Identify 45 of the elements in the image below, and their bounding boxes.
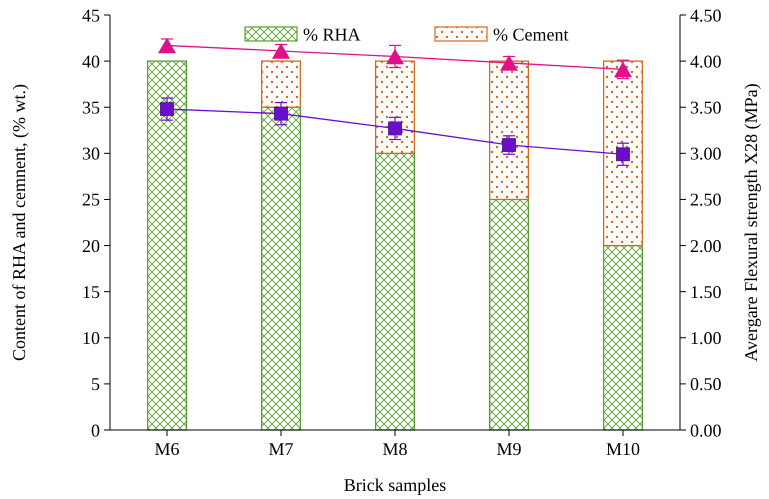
point	[274, 106, 288, 121]
bar	[260, 60, 302, 108]
y-tick-label: 15	[82, 282, 100, 302]
point	[160, 102, 174, 116]
y2-tick-label: 0.50	[690, 374, 722, 394]
bar	[374, 60, 416, 154]
y-tick-label: 10	[82, 328, 100, 348]
y2-tick-label: 4.50	[690, 5, 722, 26]
bar	[374, 152, 416, 431]
y-tick-label: 35	[82, 98, 100, 118]
y2-tick-label: 3.00	[690, 144, 722, 164]
x-tick-label: M7	[268, 439, 294, 459]
y2-axis-title: Avergare Flexural strength X28 (MPa)	[741, 83, 761, 362]
point	[386, 48, 404, 64]
y-tick-label: 40	[82, 51, 100, 72]
y-tick-label: 20	[82, 236, 100, 256]
y-tick-label: 0	[91, 420, 100, 440]
y-tick-label: 45	[82, 5, 100, 26]
y2-tick-label: 3.50	[690, 98, 722, 118]
point	[388, 122, 402, 136]
y2-tick-label: 4.00	[690, 51, 722, 72]
bar	[602, 244, 644, 431]
x-tick-label: M8	[382, 439, 408, 459]
point	[502, 138, 516, 152]
y-axis-title: Content of RHA and cemnent, (% wt.)	[9, 84, 29, 361]
x-tick-label: M6	[154, 439, 180, 459]
bar	[602, 60, 644, 246]
point	[616, 147, 630, 162]
x-tick-label: M10	[606, 439, 640, 459]
y2-tick-label: 2.00	[690, 236, 722, 256]
y-tick-label: 30	[82, 144, 100, 164]
bar	[488, 198, 530, 431]
y2-tick-label: 1.50	[690, 282, 722, 302]
x-axis-title: Brick samples	[344, 475, 446, 495]
bar	[146, 60, 188, 431]
y-tick-label: 25	[82, 190, 100, 210]
y2-tick-label: 2.50	[690, 190, 722, 210]
legend-label: % RHA	[303, 24, 360, 44]
x-tick-label: M9	[496, 439, 522, 459]
y2-tick-label: 1.00	[690, 328, 722, 348]
y-tick-label: 5	[91, 374, 100, 394]
bar	[260, 106, 302, 431]
legend-label: % Cement	[493, 24, 568, 44]
y2-tick-label: 0.00	[690, 420, 722, 440]
bar	[488, 60, 530, 200]
